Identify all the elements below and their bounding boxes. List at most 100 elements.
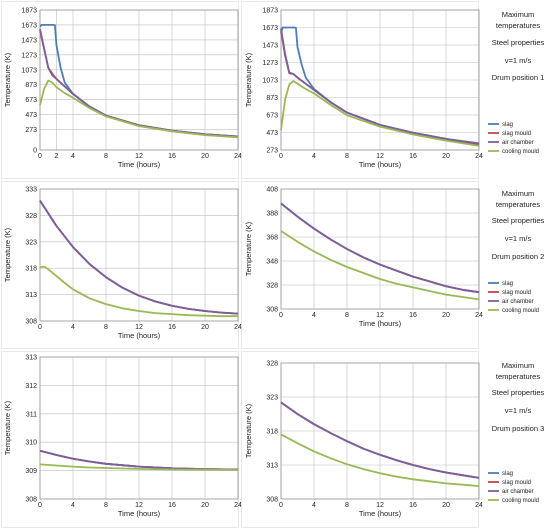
x-tick-label: 4 bbox=[312, 153, 316, 160]
y-tick-label: 308 bbox=[25, 497, 37, 504]
legend-label: air chamber bbox=[502, 489, 534, 495]
y-tick-label: 1873 bbox=[262, 8, 278, 15]
legend-label: slag bbox=[502, 122, 513, 128]
x-tick-label: 4 bbox=[71, 324, 75, 331]
legend: slag slag mould air chamber cooling mould bbox=[488, 122, 539, 155]
x-tick-label: 12 bbox=[135, 153, 143, 160]
chart-row3-left: 0 4 8 12 16 20 24 308 309 310 311 312 313 Time (hours… bbox=[1, 351, 242, 528]
side-note-row3: Maximum temperatures Steel properties v=1 m… bbox=[492, 361, 545, 433]
x-tick-label: 4 bbox=[312, 312, 316, 319]
y-axis-label: Temperature (K) bbox=[3, 52, 12, 107]
y-tick-label: 408 bbox=[266, 187, 278, 194]
x-tick-label: 20 bbox=[201, 502, 209, 509]
series-line-air-chamber bbox=[280, 202, 480, 294]
legend-label: slag mould bbox=[502, 480, 531, 486]
y-tick-label: 1673 bbox=[21, 22, 37, 29]
legend-label: air chamber bbox=[502, 140, 534, 146]
x-tick-label: 16 bbox=[409, 153, 417, 160]
side-note-row1: Maximum temperatures Steel properties v=1 m… bbox=[492, 10, 545, 82]
plot-area bbox=[39, 356, 239, 500]
x-tick-label: 4 bbox=[71, 153, 75, 160]
side-note-line: v=1 m/s bbox=[505, 56, 532, 65]
x-tick-label: 16 bbox=[168, 153, 176, 160]
chart-row2-left: 0 4 8 12 16 20 24 308 313 318 323 328 333 Time (hours… bbox=[1, 181, 242, 349]
y-axis-label: Temperature (K) bbox=[3, 400, 12, 455]
series-line-air-chamber bbox=[280, 28, 480, 146]
side-note-line: temperatures bbox=[496, 372, 540, 381]
x-axis-label: Time (hours) bbox=[359, 160, 402, 169]
panel-frame bbox=[241, 181, 479, 349]
y-tick-label: 328 bbox=[266, 361, 278, 368]
x-tick-label: 20 bbox=[442, 312, 450, 319]
y-tick-label: 473 bbox=[25, 112, 37, 119]
side-note-line: Maximum bbox=[502, 189, 535, 198]
side-note-line: Drum position 3 bbox=[492, 424, 545, 433]
y-tick-label: 323 bbox=[266, 395, 278, 402]
y-tick-label: 333 bbox=[25, 187, 37, 194]
y-tick-label: 313 bbox=[266, 463, 278, 470]
x-tick-label: 16 bbox=[409, 502, 417, 509]
y-tick-label: 1473 bbox=[21, 37, 37, 44]
legend-label: slag bbox=[502, 471, 513, 477]
x-tick-label: 4 bbox=[312, 502, 316, 509]
x-axis-label: Time (hours) bbox=[118, 331, 161, 340]
series-line-cooling-mould bbox=[280, 433, 480, 487]
y-tick-label: 309 bbox=[25, 468, 37, 475]
y-tick-label: 318 bbox=[25, 266, 37, 273]
side-note-line: temperatures bbox=[496, 200, 540, 209]
x-tick-label: 12 bbox=[135, 502, 143, 509]
y-tick-label: 323 bbox=[25, 239, 37, 246]
y-axis-label: Temperature (K) bbox=[244, 52, 253, 107]
side-note-line: v=1 m/s bbox=[505, 406, 532, 415]
legend-label: cooling mould bbox=[502, 149, 539, 155]
x-tick-label: 16 bbox=[168, 502, 176, 509]
x-tick-label: 12 bbox=[376, 153, 384, 160]
y-tick-label: 873 bbox=[266, 95, 278, 102]
y-tick-label: 312 bbox=[25, 383, 37, 390]
x-tick-label: 0 bbox=[279, 153, 283, 160]
y-tick-label: 308 bbox=[266, 497, 278, 504]
side-note-line: Steel properties bbox=[492, 388, 545, 397]
series-line-air-chamber bbox=[280, 401, 480, 479]
x-tick-label: 12 bbox=[135, 324, 143, 331]
side-note-line: Drum position 2 bbox=[492, 252, 545, 261]
y-tick-label: 1873 bbox=[21, 8, 37, 15]
panel-frame bbox=[1, 181, 239, 349]
x-tick-label: 8 bbox=[104, 324, 108, 331]
x-tick-label: 8 bbox=[104, 502, 108, 509]
y-tick-label: 473 bbox=[266, 130, 278, 137]
series-line-cooling-mould bbox=[39, 265, 238, 318]
side-note-line: v=1 m/s bbox=[505, 234, 532, 243]
x-axis-label: Time (hours) bbox=[359, 509, 402, 518]
y-tick-label: 368 bbox=[266, 235, 278, 242]
y-tick-label: 1273 bbox=[262, 60, 278, 67]
side-note-line: Maximum bbox=[502, 10, 535, 19]
side-note-line: Steel properties bbox=[492, 38, 545, 47]
side-note-line: temperatures bbox=[496, 21, 540, 30]
x-tick-label: 8 bbox=[345, 312, 349, 319]
y-tick-label: 1673 bbox=[262, 25, 278, 32]
chart-row2-right: 0 4 8 12 16 20 24 308 328 348 368 388 408 Time (hours… bbox=[241, 181, 539, 349]
legend-label: air chamber bbox=[502, 299, 534, 305]
y-tick-label: 328 bbox=[25, 213, 37, 220]
side-note-line: Steel properties bbox=[492, 216, 545, 225]
x-tick-label: 20 bbox=[201, 153, 209, 160]
x-tick-label: 0 bbox=[38, 324, 42, 331]
y-tick-label: 273 bbox=[25, 127, 37, 134]
chart-row3-right: 0 4 8 12 16 20 24 308 313 318 323 328 Time (hours) Te… bbox=[241, 351, 539, 528]
x-tick-label: 24 bbox=[234, 502, 242, 509]
x-tick-label: 24 bbox=[234, 153, 242, 160]
x-tick-label: 16 bbox=[168, 324, 176, 331]
y-tick-label: 318 bbox=[266, 429, 278, 436]
y-tick-label: 1273 bbox=[21, 52, 37, 59]
y-tick-label: 328 bbox=[266, 283, 278, 290]
x-tick-label: 0 bbox=[38, 153, 42, 160]
x-tick-label: 8 bbox=[345, 502, 349, 509]
legend: slag slag mould air chamber cooling mould bbox=[488, 471, 539, 504]
y-axis-label: Temperature (K) bbox=[244, 221, 253, 276]
x-tick-label: 8 bbox=[345, 153, 349, 160]
y-tick-label: 673 bbox=[266, 113, 278, 120]
panel-frame bbox=[241, 351, 479, 528]
x-tick-label: 2 bbox=[55, 153, 59, 160]
x-tick-label: 20 bbox=[201, 324, 209, 331]
